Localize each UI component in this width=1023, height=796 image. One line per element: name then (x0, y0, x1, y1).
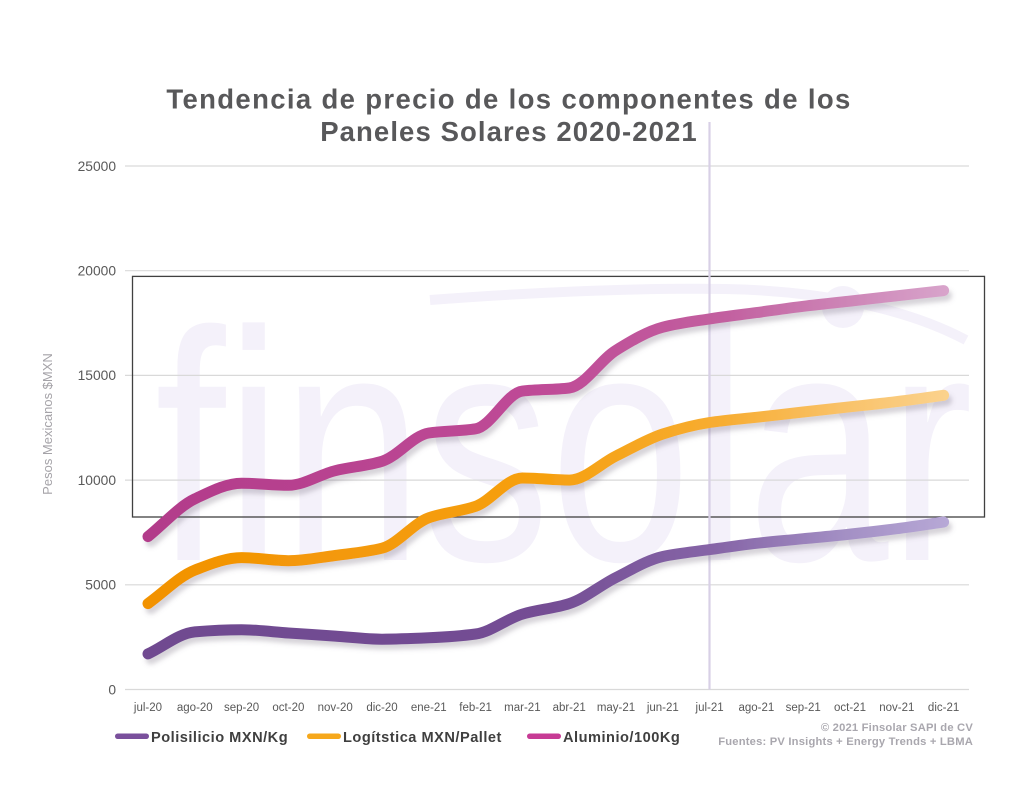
svg-text:Logítstica MXN/Pallet: Logítstica MXN/Pallet (343, 730, 502, 746)
svg-text:ago-21: ago-21 (738, 702, 774, 714)
svg-text:sep-21: sep-21 (786, 702, 821, 714)
svg-text:jul-20: jul-20 (133, 702, 162, 714)
svg-text:© 2021 Finsolar SAPI de CV: © 2021 Finsolar SAPI de CV (821, 722, 973, 734)
svg-text:oct-20: oct-20 (272, 702, 304, 714)
svg-text:jun-21: jun-21 (646, 702, 679, 714)
svg-text:dic-21: dic-21 (928, 702, 959, 714)
svg-text:nov-21: nov-21 (879, 702, 914, 714)
svg-text:ene-21: ene-21 (411, 702, 447, 714)
svg-text:Pesos Mexicanos $MXN: Pesos Mexicanos $MXN (40, 353, 55, 495)
svg-text:jul-21: jul-21 (695, 702, 724, 714)
svg-text:10000: 10000 (78, 473, 117, 488)
svg-text:0: 0 (108, 682, 116, 697)
svg-text:ago-20: ago-20 (177, 702, 213, 714)
svg-text:Aluminio/100Kg: Aluminio/100Kg (563, 730, 680, 746)
svg-text:mar-21: mar-21 (504, 702, 540, 714)
svg-text:25000: 25000 (78, 159, 117, 174)
svg-text:may-21: may-21 (597, 702, 635, 714)
svg-text:20000: 20000 (78, 264, 117, 279)
svg-text:nov-20: nov-20 (318, 702, 353, 714)
svg-text:dic-20: dic-20 (366, 702, 397, 714)
svg-text:Polisilicio MXN/Kg: Polisilicio MXN/Kg (151, 730, 288, 746)
svg-text:oct-21: oct-21 (834, 702, 866, 714)
svg-text:Paneles Solares 2020-2021: Paneles Solares 2020-2021 (320, 116, 698, 147)
svg-text:Fuentes: PV Insights + Energy: Fuentes: PV Insights + Energy Trends + L… (718, 736, 973, 748)
svg-text:abr-21: abr-21 (553, 702, 586, 714)
svg-text:Tendencia de precio de los com: Tendencia de precio de los componentes d… (166, 84, 851, 115)
svg-text:feb-21: feb-21 (459, 702, 492, 714)
svg-text:15000: 15000 (78, 368, 117, 383)
svg-text:5000: 5000 (85, 578, 116, 593)
svg-text:sep-20: sep-20 (224, 702, 259, 714)
